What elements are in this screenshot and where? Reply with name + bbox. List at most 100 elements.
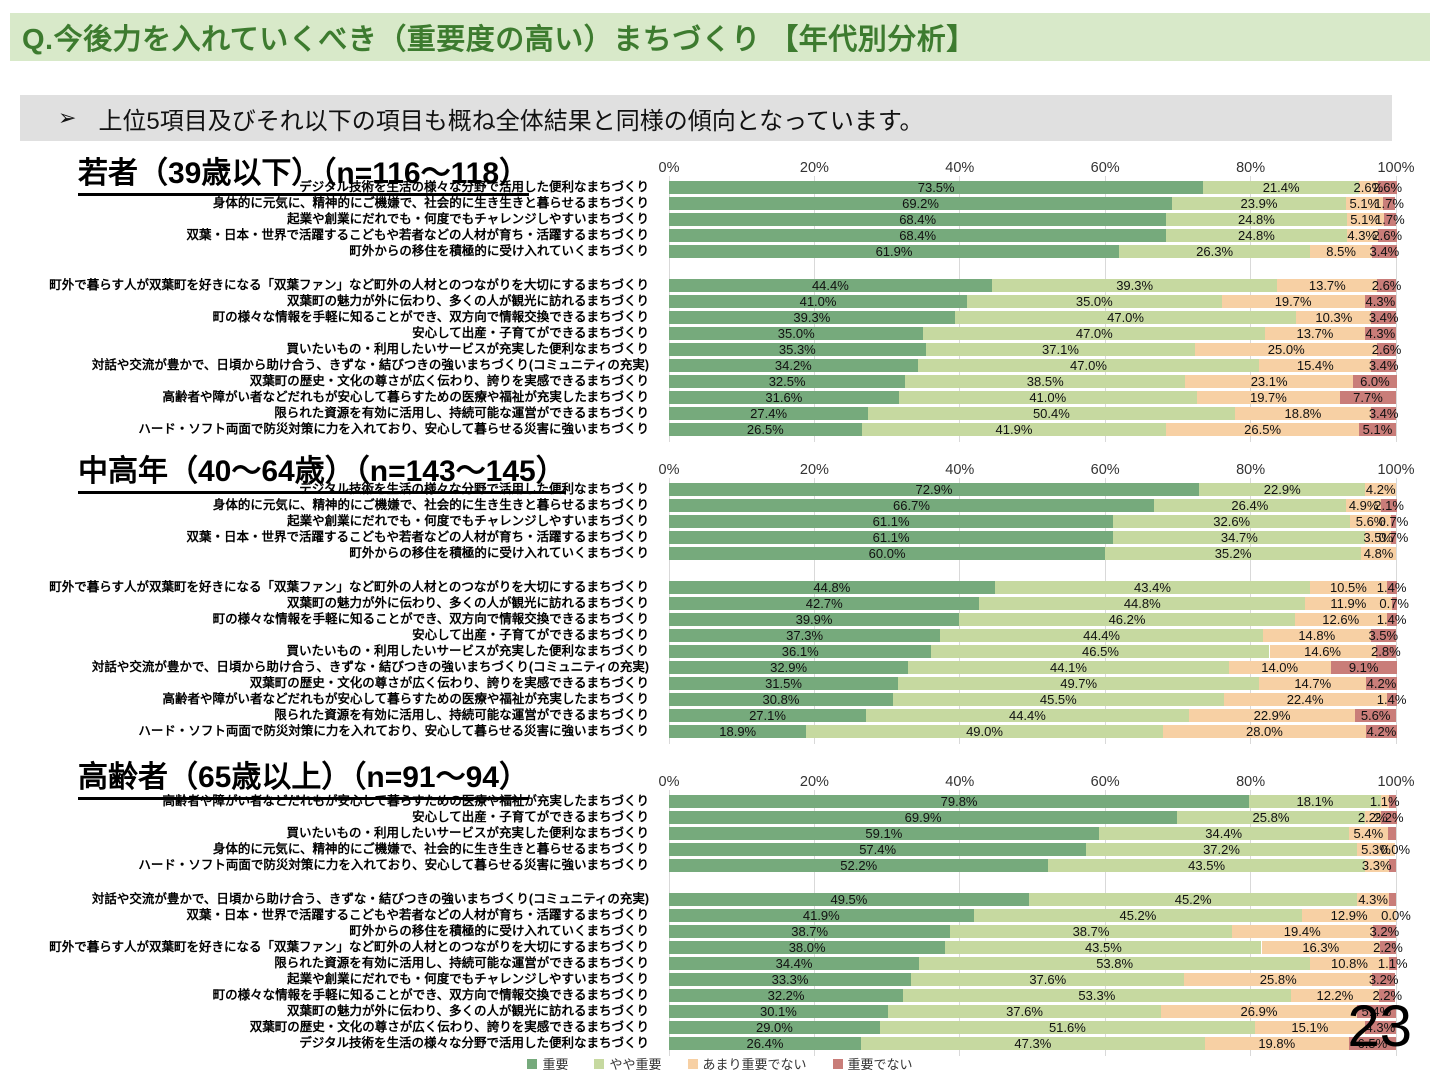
- value-label: 79.8%: [940, 794, 978, 809]
- value-label: 27.1%: [749, 708, 786, 723]
- chart-title-senior: 高齢者（65歳以上）（n=91～94）: [78, 752, 529, 800]
- category-label: 高齢者や障がい者などだれもが安心して暮らすための医療や福祉が充実したまちづくり: [162, 390, 649, 404]
- value-label: 34.7%: [1220, 530, 1258, 545]
- value-label: 25.8%: [1252, 810, 1290, 825]
- value-label: 50.4%: [1032, 406, 1070, 421]
- bar-segment-important: [669, 213, 1167, 226]
- value-label: 6.5%: [1357, 1036, 1388, 1051]
- value-label: 44.4%: [1083, 628, 1120, 643]
- bar-row: 26.4% 47.3% 19.8% 6.5%: [669, 1037, 1396, 1050]
- bar-segment-not-important: [1380, 811, 1397, 824]
- value-label: 38.5%: [1026, 374, 1064, 389]
- bar-segment-somewhat-important: [940, 629, 1263, 642]
- value-label: 2.2%: [1373, 810, 1404, 825]
- category-label: 町外からの移住を積極的に受け入れていくまちづくり: [349, 546, 649, 560]
- value-label: 18.8%: [1284, 406, 1322, 421]
- value-label: 43.4%: [1134, 580, 1171, 595]
- bar-segment-not-very-important: [1188, 709, 1356, 722]
- bar-segment-somewhat-important: [991, 279, 1278, 292]
- bar-segment-somewhat-important: [868, 407, 1235, 420]
- bar-segment-somewhat-important: [950, 925, 1232, 938]
- bar-segment-not-very-important: [1380, 795, 1389, 808]
- category-label: ハード・ソフト両面で防災対策に力を入れており、安心して暮らせる災害に強いまちづく…: [138, 858, 649, 872]
- value-label: 37.3%: [786, 628, 824, 643]
- value-label: 27.4%: [750, 406, 788, 421]
- category-label: 限られた資源を有効に活用し、持続可能な運営ができるまちづくり: [274, 406, 649, 420]
- value-label: 53.3%: [1078, 988, 1116, 1003]
- value-label: 2.6%: [1353, 180, 1384, 195]
- value-label: 29.0%: [755, 1020, 793, 1035]
- bar-row: 34.2% 47.0% 15.4% 3.4%: [669, 359, 1398, 372]
- value-label: 2.2%: [1372, 988, 1403, 1003]
- bar-row: 61.1% 34.7% 3.5% 0.7%: [669, 530, 1408, 545]
- value-label: 39.3%: [1116, 278, 1154, 293]
- bar-row: 68.4% 24.8% 4.3% 2.6%: [669, 229, 1402, 242]
- value-label: 69.2%: [902, 196, 939, 211]
- bar-segment-not-important: [1364, 327, 1396, 340]
- value-label: 3.2%: [1368, 972, 1399, 987]
- value-label: 5.3%: [1361, 842, 1391, 857]
- value-label: 3.4%: [1368, 406, 1399, 421]
- bar-segment-not-very-important: [1361, 547, 1396, 560]
- bar-row: 61.1% 32.6% 5.6% 0.7%: [669, 514, 1408, 529]
- bar-segment-somewhat-important: [1166, 229, 1347, 242]
- value-label: 0.7%: [1378, 514, 1409, 529]
- value-label: 37.1%: [1042, 342, 1079, 357]
- value-label: 18.9%: [719, 724, 757, 739]
- bar-row: 59.1% 34.4% 5.4%: [669, 827, 1396, 840]
- value-label: 0.7%: [1378, 530, 1409, 545]
- bar-segment-somewhat-important: [1098, 827, 1349, 840]
- bar-segment-somewhat-important: [861, 423, 1167, 436]
- value-label: 3.5%: [1368, 628, 1399, 643]
- category-label: 身体的に元気に、精神的にご機嫌で、社会的に生き生きと暮らせるまちづくり: [212, 498, 649, 512]
- bar-row: 57.4% 37.2% 5.3% 0.0%: [669, 842, 1410, 857]
- value-label: 19.8%: [1258, 1036, 1296, 1051]
- bar-segment-not-very-important: [1185, 375, 1354, 388]
- value-label: 33.3%: [771, 972, 809, 987]
- bar-segment-not-important: [1379, 989, 1396, 1002]
- value-label: 0.0%: [1381, 908, 1411, 923]
- page-title: Q.今後力を入れていくべき（重要度の高い）まちづくり 【年代別分析】: [22, 24, 976, 56]
- value-label: 61.1%: [872, 514, 910, 529]
- value-label: 21.4%: [1262, 180, 1300, 195]
- bar-segment-not-very-important: [1296, 311, 1372, 324]
- bar-segment-not-important: [1388, 795, 1396, 808]
- category-label: 安心して出産・子育てができるまちづくり: [412, 326, 649, 340]
- category-label: 町外からの移住を積極的に受け入れていくまちづくり: [349, 244, 649, 258]
- value-label: 37.6%: [1029, 972, 1067, 987]
- value-label: 1.4%: [1376, 692, 1407, 707]
- bar-segment-somewhat-important: [1028, 893, 1358, 906]
- value-label: 35.2%: [1214, 546, 1252, 561]
- value-label: 37.6%: [1006, 1004, 1043, 1019]
- bar-segment-not-very-important: [1234, 407, 1372, 420]
- value-label: 61.9%: [875, 244, 913, 259]
- axis-tick-label: 40%: [945, 462, 975, 478]
- value-label: 44.8%: [813, 580, 851, 595]
- bar-segment-somewhat-important: [945, 941, 1262, 954]
- bar-segment-important: [669, 1021, 880, 1034]
- gridline: [668, 478, 670, 744]
- value-label: 3.4%: [1368, 310, 1399, 325]
- bar-segment-not-important: [1364, 295, 1396, 308]
- bar-segment-somewhat-important: [898, 391, 1197, 404]
- value-label: 14.0%: [1261, 660, 1299, 675]
- value-label: 37.2%: [1203, 842, 1240, 857]
- bar-segment-not-very-important: [1269, 645, 1376, 658]
- bar-segment-not-very-important: [1294, 613, 1387, 626]
- bar-segment-not-important: [1375, 645, 1396, 658]
- value-label: 30.8%: [762, 692, 800, 707]
- bar-row: 36.1% 46.5% 14.6% 2.8%: [669, 644, 1401, 659]
- value-label: 69.9%: [904, 810, 942, 825]
- bar-segment-not-important: [1371, 407, 1396, 420]
- value-label: 12.9%: [1330, 908, 1368, 923]
- value-label: 14.6%: [1304, 644, 1341, 659]
- bar-segment-important: [669, 391, 899, 404]
- bar-row: 38.0% 43.5% 16.3% 2.2%: [669, 941, 1403, 954]
- bar-segment-important: [669, 423, 862, 436]
- bar-segment-not-very-important: [1305, 597, 1392, 610]
- axis-tick-label: 60%: [1090, 160, 1120, 176]
- axis-tick-label: 100%: [1377, 160, 1415, 176]
- gridline: [1250, 478, 1252, 744]
- bar-segment-important: [669, 515, 1114, 528]
